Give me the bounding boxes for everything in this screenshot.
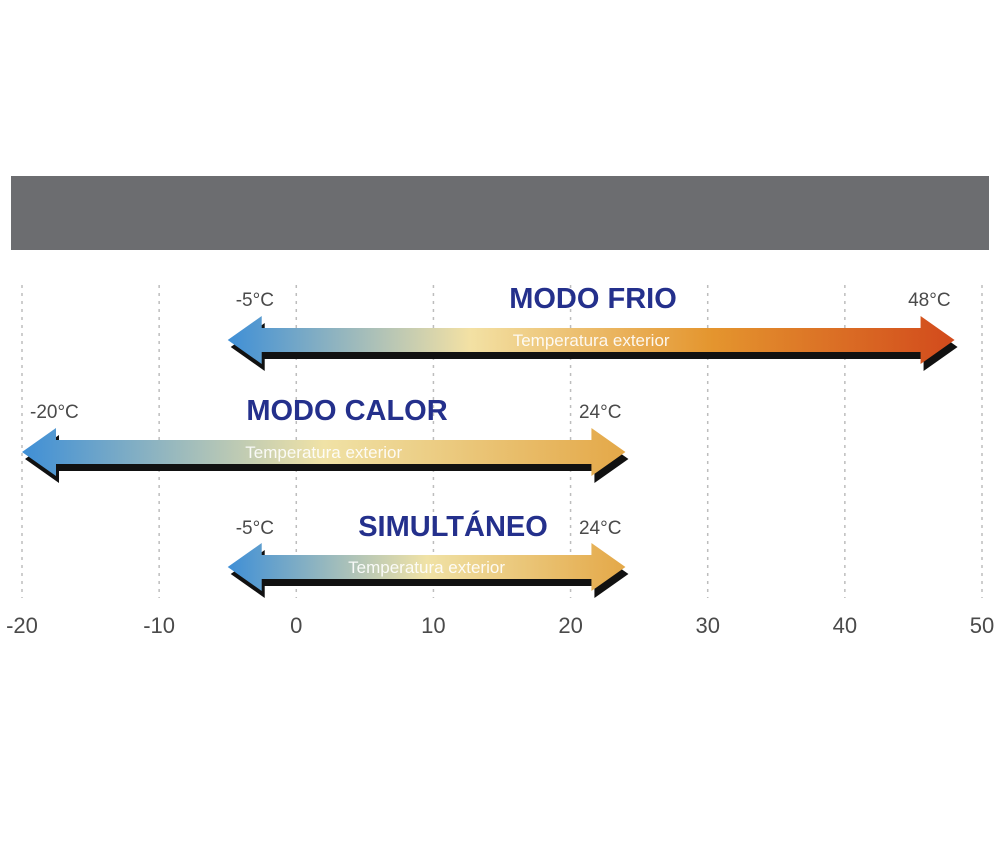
header-bar [11,176,989,250]
max-temp-label: 24°C [579,518,621,539]
range-arrow [227,316,955,364]
min-temp-label: -20°C [30,402,79,423]
x-tick-label: 20 [558,613,582,638]
min-temp-label: -5°C [236,290,274,311]
range-arrow [227,543,626,591]
arrow-caption: Temperatura exterior [513,331,670,350]
x-tick-label: 0 [290,613,302,638]
x-tick-label: -10 [143,613,175,638]
arrow-caption: Temperatura exterior [245,443,402,462]
min-temp-label: -5°C [236,518,274,539]
max-temp-label: 24°C [579,402,621,423]
mode-title: MODO CALOR [246,395,447,427]
x-tick-label: 30 [695,613,719,638]
mode-title: SIMULTÁNEO [358,509,548,543]
range-arrow [22,428,626,476]
mode-title: MODO FRIO [509,283,677,315]
x-tick-label: 10 [421,613,445,638]
x-axis-ticks: -20 -10 0 10 20 30 40 50 [6,613,994,638]
mode-row: Temperatura exterior MODO FRIO -5°C 48°C [227,283,958,371]
arrow-caption: Temperatura exterior [348,558,505,577]
max-temp-label: 48°C [908,290,950,311]
mode-row: Temperatura exterior SIMULTÁNEO -5°C 24°C [227,509,629,598]
x-tick-label: 50 [970,613,994,638]
mode-row: Temperatura exterior MODO CALOR -20°C 24°C [22,395,629,483]
x-tick-label: 40 [833,613,857,638]
x-tick-label: -20 [6,613,38,638]
